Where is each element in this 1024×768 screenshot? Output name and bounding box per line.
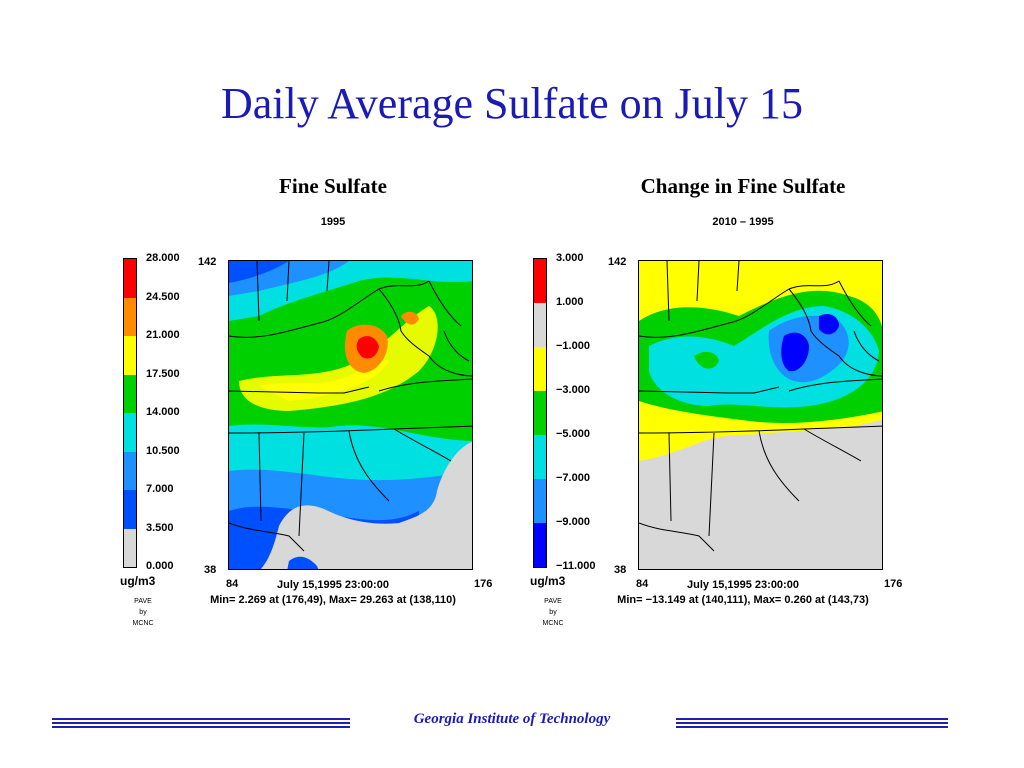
credit-text: PAVE by MCNC (128, 596, 158, 629)
change-in-fine-sulfate-panel: Change in Fine Sulfate 2010 – 1995 3.000… (528, 170, 958, 640)
legend-label: 0.000 (146, 560, 174, 572)
footer-organization: Georgia Institute of Technology (413, 711, 611, 727)
color-legend (123, 258, 137, 568)
x-right-label: 176 (884, 578, 903, 590)
change-map (638, 260, 883, 570)
timestamp: July 15,1995 23:00:00 (277, 579, 389, 591)
legend-label: −9.000 (556, 516, 590, 528)
legend-swatch (534, 391, 546, 435)
legend-label: 21.000 (146, 329, 180, 341)
x-left-label: 84 (226, 578, 239, 590)
legend-swatch (534, 479, 546, 523)
min-max-stats: Min= −13.149 at (140,111), Max= 0.260 at… (617, 594, 869, 606)
y-bottom-label: 38 (204, 564, 217, 576)
credit-line: by (549, 609, 557, 616)
min-max-stats: Min= 2.269 at (176,49), Max= 29.263 at (… (210, 594, 456, 606)
credit-line: MCNC (132, 620, 154, 627)
footer-rule-left (52, 718, 350, 730)
panel-title: Fine Sulfate (279, 174, 387, 198)
legend-label: 7.000 (146, 483, 174, 495)
legend-swatch (124, 336, 136, 375)
timestamp: July 15,1995 23:00:00 (687, 579, 799, 591)
y-bottom-label: 38 (614, 564, 627, 576)
unit-label: ug/m3 (530, 574, 566, 588)
credit-line: PAVE (544, 598, 562, 605)
legend-swatch (534, 303, 546, 347)
slide-title: Daily Average Sulfate on July 15 (220, 79, 804, 128)
legend-label: 28.000 (146, 252, 180, 264)
legend-label: 3.000 (556, 252, 584, 264)
unit-label: ug/m3 (120, 574, 156, 588)
legend-label: 10.500 (146, 444, 180, 457)
credit-line: MCNC (542, 620, 564, 627)
legend-swatch (534, 523, 546, 567)
credit-text: PAVE by MCNC (538, 596, 568, 629)
legend-label: 14.000 (146, 406, 180, 418)
color-legend (533, 258, 547, 568)
legend-swatch (124, 413, 136, 452)
credit-line: PAVE (134, 598, 152, 605)
x-right-label: 176 (474, 578, 493, 590)
legend-label: 17.500 (146, 367, 180, 380)
legend-label: 24.500 (146, 290, 180, 303)
legend-label: 3.500 (146, 521, 174, 534)
legend-label: −7.000 (556, 472, 590, 484)
legend-label: −11.000 (556, 560, 596, 572)
legend-label: −3.000 (556, 384, 590, 396)
legend-swatch (124, 374, 136, 413)
y-top-label: 142 (198, 256, 217, 268)
legend-swatch (124, 259, 136, 298)
panel-subtitle: 2010 – 1995 (712, 216, 774, 228)
y-top-label: 142 (608, 256, 627, 268)
legend-swatch (124, 528, 136, 567)
panel-subtitle: 1995 (320, 216, 346, 228)
legend-swatch (124, 490, 136, 529)
panel-title: Change in Fine Sulfate (640, 174, 846, 198)
x-left-label: 84 (636, 578, 649, 590)
legend-label: −5.000 (556, 428, 590, 440)
legend-swatch (124, 451, 136, 490)
legend-swatch (534, 347, 546, 391)
legend-swatch (124, 297, 136, 336)
sulfate-map (228, 260, 473, 570)
legend-label: −1.000 (556, 340, 590, 352)
fine-sulfate-panel: Fine Sulfate 1995 28.000 24.500 21.000 17.5… (118, 170, 548, 640)
footer-rule-right (676, 718, 948, 730)
legend-label: 1.000 (556, 296, 584, 308)
credit-line: by (139, 609, 147, 616)
legend-swatch (534, 259, 546, 303)
legend-swatch (534, 435, 546, 479)
